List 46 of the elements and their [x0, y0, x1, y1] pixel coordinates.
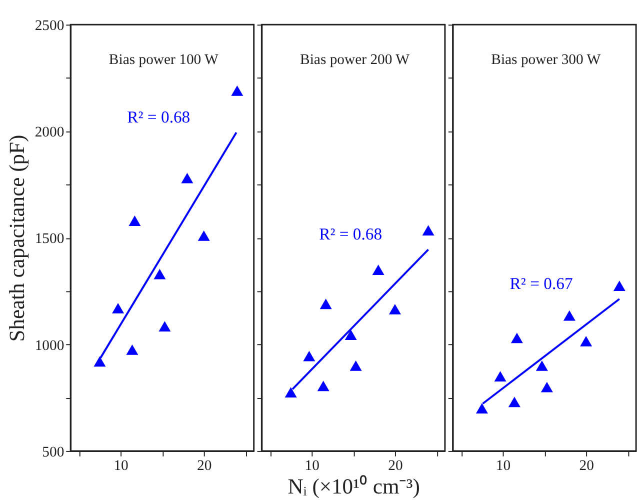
text: Bias power 100 W	[108, 52, 219, 68]
point	[181, 172, 194, 184]
point	[508, 396, 520, 408]
point	[510, 332, 523, 344]
y-tick-label: 500	[42, 444, 64, 460]
point	[112, 302, 124, 314]
point	[126, 344, 138, 355]
point	[320, 298, 332, 310]
x-tick-label: 20	[579, 458, 594, 474]
point	[613, 280, 626, 291]
point	[284, 387, 297, 398]
x-tick-label: 10	[304, 458, 320, 474]
point	[317, 380, 330, 392]
y-tick-label: 1500	[34, 231, 64, 248]
annotation: R² = 0.68	[127, 108, 190, 127]
y-tick-label: 2500	[34, 18, 64, 34]
point	[422, 225, 434, 236]
annotation: R² = 0.68	[319, 224, 382, 244]
point	[128, 216, 141, 226]
point	[476, 403, 488, 414]
point	[494, 371, 506, 382]
point	[350, 360, 362, 371]
point	[303, 350, 316, 362]
point	[580, 336, 592, 346]
y-tick-label: 2000	[34, 124, 64, 141]
point	[198, 230, 210, 241]
point	[231, 86, 244, 96]
annotation: R² = 0.67	[510, 274, 573, 294]
x-tick-label: 10	[496, 458, 511, 474]
text: Bias power 300 W	[491, 52, 601, 68]
point	[344, 330, 357, 340]
point	[536, 360, 548, 371]
point	[563, 310, 576, 321]
point	[540, 382, 553, 392]
y-axis-title: Sheath capacitance (pF)	[5, 134, 30, 342]
point	[158, 321, 171, 332]
x-tick-label: 10	[114, 458, 128, 474]
text: Bias power 200 W	[300, 52, 410, 68]
point	[372, 264, 384, 275]
x-tick-label: 20	[388, 458, 403, 474]
x-axis-title: Nᵢ (×10¹⁰ cm⁻³)	[288, 474, 420, 499]
point	[388, 304, 401, 314]
x-tick-label: 20	[197, 458, 212, 474]
point	[154, 268, 166, 280]
point	[94, 356, 106, 367]
y-tick-label: 1000	[34, 338, 64, 354]
